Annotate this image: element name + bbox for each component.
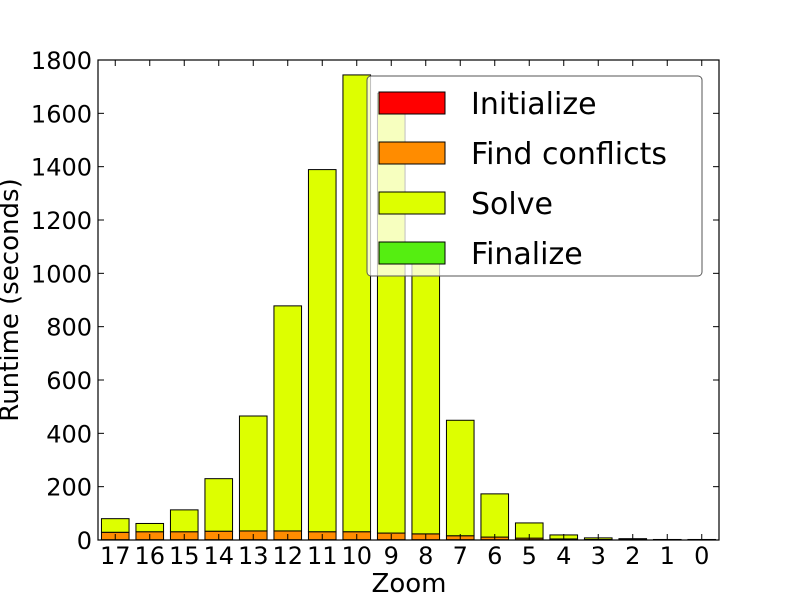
x-tick-label: 3 (591, 542, 606, 570)
x-tick-label: 0 (694, 542, 709, 570)
bar-solve-zoom-6 (481, 494, 509, 537)
y-tick-label: 600 (46, 367, 92, 395)
x-tick-label: 1 (660, 542, 675, 570)
x-tick-label: 13 (238, 542, 269, 570)
y-tick-label: 0 (77, 527, 92, 555)
legend-label-initialize: Initialize (471, 87, 597, 122)
y-tick-label: 200 (46, 474, 92, 502)
y-tick-label: 1200 (31, 207, 92, 235)
y-tick-label: 1800 (31, 47, 92, 75)
bar-solve-zoom-17 (101, 519, 129, 533)
y-tick-label: 400 (46, 420, 92, 448)
x-tick-label: 4 (556, 542, 571, 570)
bar-solve-zoom-16 (136, 523, 164, 531)
y-axis-label: Runtime (seconds) (0, 178, 25, 421)
x-tick-label: 5 (522, 542, 537, 570)
y-tick-label: 800 (46, 314, 92, 342)
x-tick-label: 8 (418, 542, 433, 570)
bar-solve-zoom-8 (412, 247, 440, 534)
legend-swatch-solve (379, 192, 445, 214)
x-tick-label: 12 (272, 542, 303, 570)
bar-solve-zoom-13 (239, 416, 267, 531)
y-tick-label: 1400 (31, 154, 92, 182)
bar-solve-zoom-14 (205, 479, 233, 532)
x-tick-label: 16 (134, 542, 165, 570)
legend-swatch-finalize (379, 242, 445, 264)
y-tick-label: 1600 (31, 100, 92, 128)
x-tick-label: 6 (487, 542, 502, 570)
x-tick-label: 9 (384, 542, 399, 570)
x-tick-label: 2 (625, 542, 640, 570)
bar-solve-zoom-10 (343, 75, 371, 532)
bar-solve-zoom-12 (274, 306, 302, 531)
bar-solve-zoom-7 (446, 420, 474, 535)
legend-swatch-initialize (379, 92, 445, 114)
bar-solve-zoom-15 (170, 510, 198, 532)
x-tick-label: 14 (203, 542, 234, 570)
y-tick-label: 1000 (31, 260, 92, 288)
x-tick-label: 7 (453, 542, 468, 570)
x-axis-label: Zoom (372, 569, 447, 599)
x-tick-label: 17 (100, 542, 131, 570)
legend-label-finalize: Finalize (471, 237, 583, 272)
legend: Initialize Find conflicts Solve Finalize (367, 76, 702, 276)
legend-label-find-conflicts: Find conflicts (471, 137, 667, 172)
x-tick-label: 10 (341, 542, 372, 570)
legend-swatch-find-conflicts (379, 142, 445, 164)
x-tick-label: 15 (169, 542, 200, 570)
bar-solve-zoom-11 (308, 170, 336, 532)
x-tick-label: 11 (307, 542, 338, 570)
legend-label-solve: Solve (471, 187, 553, 222)
